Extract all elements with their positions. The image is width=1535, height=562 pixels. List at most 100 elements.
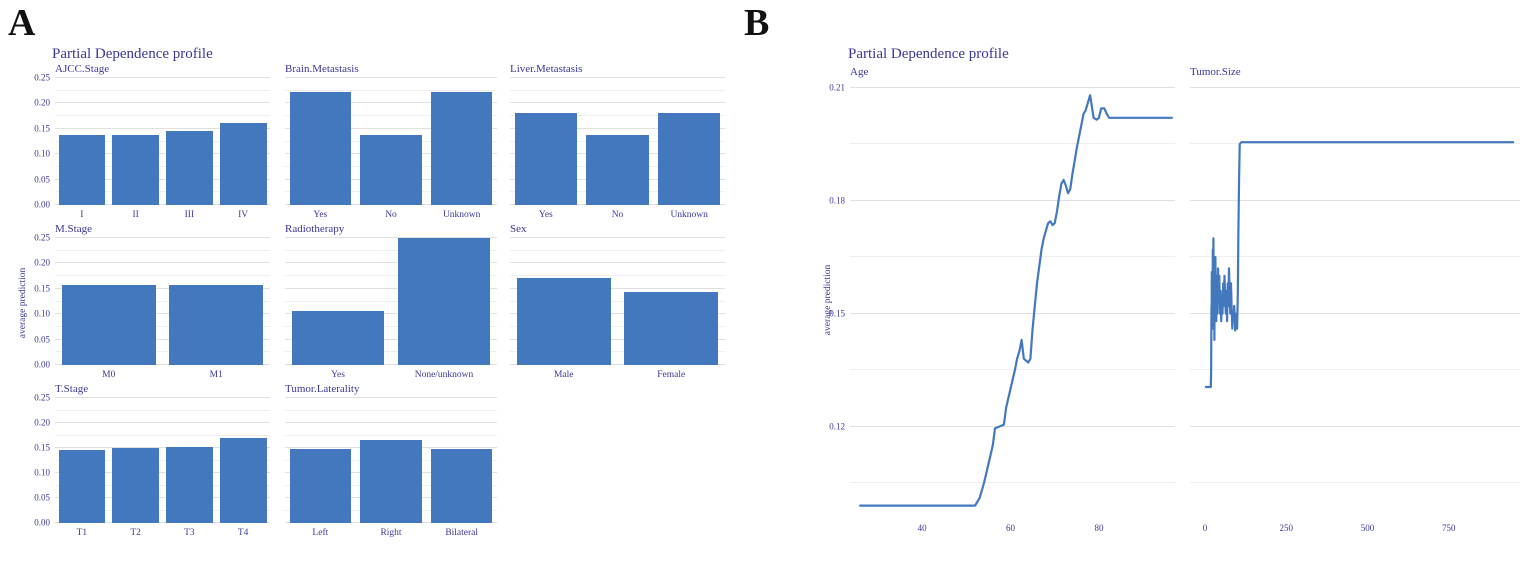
x-label-ii: II xyxy=(132,210,139,220)
major-gridline xyxy=(285,422,497,423)
major-gridline xyxy=(510,77,725,78)
minor-gridline xyxy=(55,509,270,511)
major-gridline xyxy=(55,472,270,473)
bar-m0 xyxy=(61,284,156,365)
x-label-m0: M0 xyxy=(102,370,116,380)
bar-t2 xyxy=(112,448,159,523)
x-category-labels: Yes No Unknown xyxy=(285,210,497,220)
minor-gridline xyxy=(55,351,270,353)
x-tick-label: 500 xyxy=(1360,523,1375,533)
x-tick-label: 80 xyxy=(1094,523,1104,533)
bar-unknown xyxy=(430,92,493,205)
minor-gridline xyxy=(285,275,497,277)
subplot-title-ajcc-stage: AJCC.Stage xyxy=(55,63,110,75)
major-gridline xyxy=(285,262,497,264)
major-gridline xyxy=(285,397,497,398)
major-gridline xyxy=(285,313,497,315)
bar-band-ii xyxy=(109,78,163,205)
x-label-yes: Yes xyxy=(331,370,345,380)
y-tick-label: 0.12 xyxy=(829,421,845,432)
minor-gridline xyxy=(55,165,270,167)
bar-yes xyxy=(514,113,577,205)
x-label-none-unknown: None/unknown xyxy=(414,370,474,380)
bar-bilateral xyxy=(430,449,493,523)
x-label-t1: T1 xyxy=(76,528,88,538)
line-chart-tumor-size: 0 250 500 750 xyxy=(1190,82,1520,533)
y-tick-label: 0.10 xyxy=(34,308,50,319)
minor-gridline xyxy=(510,325,725,327)
major-gridline xyxy=(1190,86,1520,88)
minor-gridline xyxy=(1190,143,1520,145)
y-tick-label: 0.15 xyxy=(34,283,50,294)
major-gridline xyxy=(510,102,725,104)
y-tick-label: 0.21 xyxy=(829,82,845,93)
y-tick-label: 0.20 xyxy=(34,257,50,268)
bar-band-m1 xyxy=(163,238,271,365)
x-label-t4: T4 xyxy=(237,528,249,538)
major-gridline xyxy=(55,77,270,78)
minor-gridline xyxy=(55,300,270,302)
subplot-title-sex: Sex xyxy=(510,223,527,235)
x-label-male: Male xyxy=(553,370,574,380)
line-chart-age: 0.12 0.15 0.18 0.21 40 60 80 xyxy=(829,82,1175,533)
y-tick-label: 0.05 xyxy=(34,492,50,503)
x-label-no: No xyxy=(611,210,624,220)
minor-gridline xyxy=(285,115,497,117)
x-category-labels: I II III IV xyxy=(55,210,270,220)
bar-chart-ajcc-stage: 0.00 0.05 0.10 0.15 0.20 0.25 xyxy=(34,73,270,209)
minor-gridline xyxy=(285,434,497,436)
bar-left xyxy=(289,448,352,523)
bar-chart-sex xyxy=(510,237,725,365)
minor-gridline xyxy=(55,191,270,193)
panel-b-label: B xyxy=(744,2,770,44)
y-tick-label: 0.25 xyxy=(34,392,50,403)
x-label-bilateral: Bilateral xyxy=(445,528,479,538)
bar-unknown xyxy=(658,113,721,205)
panel-a-label: A xyxy=(8,2,36,44)
bar-yes xyxy=(291,310,385,365)
major-gridline xyxy=(510,127,725,129)
x-label-right: Right xyxy=(380,528,402,538)
bar-right xyxy=(360,440,422,523)
major-gridline xyxy=(285,338,497,340)
major-gridline xyxy=(55,497,270,498)
bar-band-yes xyxy=(510,78,582,205)
x-label-yes: Yes xyxy=(313,210,328,220)
minor-gridline xyxy=(510,300,725,302)
bar-bands xyxy=(285,238,497,365)
minor-gridline xyxy=(285,300,497,302)
bar-band-none-unknown xyxy=(391,238,497,365)
x-tick-label: 750 xyxy=(1442,523,1456,533)
bar-band-iii xyxy=(163,78,217,205)
x-category-labels: Yes None/unknown xyxy=(285,370,497,380)
major-gridline xyxy=(55,447,270,448)
subplot-title-liver-metastasis: Liver.Metastasis xyxy=(510,63,583,75)
major-gridline xyxy=(850,86,1175,88)
y-tick-label: 0.18 xyxy=(829,195,845,206)
major-gridline xyxy=(285,237,497,238)
y-tick-label: 0.25 xyxy=(34,72,50,83)
subplot-title-m-stage: M.Stage xyxy=(55,223,92,235)
x-category-labels: Left Right Bilateral xyxy=(285,528,497,538)
x-category-labels: T1 T2 T3 T4 xyxy=(55,528,270,538)
bar-t4 xyxy=(219,437,267,523)
x-label-unknown: Unknown xyxy=(442,210,481,220)
y-tick-label: 0.00 xyxy=(34,517,50,528)
bar-m1 xyxy=(169,284,263,365)
bar-t3 xyxy=(166,447,213,523)
major-gridline xyxy=(850,425,1175,427)
minor-gridline xyxy=(850,369,1175,371)
bar-bands xyxy=(510,78,725,205)
minor-gridline xyxy=(1190,256,1520,258)
subplot-title-age: Age xyxy=(850,66,869,78)
bar-band-t2 xyxy=(109,398,163,523)
minor-gridline xyxy=(285,325,497,327)
bar-band-i xyxy=(55,78,109,205)
x-label-i: I xyxy=(80,210,84,220)
bar-t1 xyxy=(58,449,106,523)
bar-band-no xyxy=(582,78,654,205)
x-label-iii: III xyxy=(184,210,195,220)
y-tick-label: 0.05 xyxy=(34,334,50,345)
bar-female xyxy=(624,291,718,365)
minor-gridline xyxy=(850,143,1175,145)
